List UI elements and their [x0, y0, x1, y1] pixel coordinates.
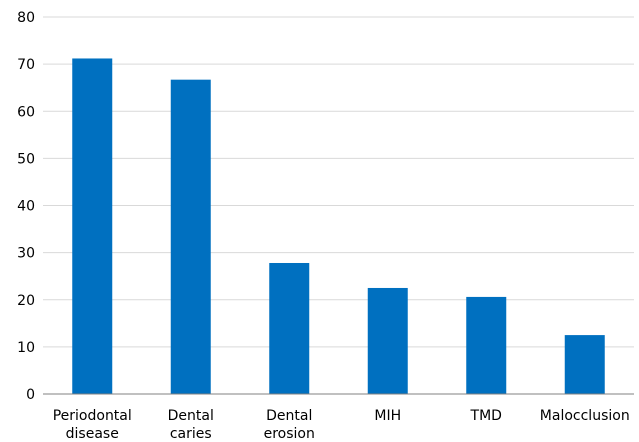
- x-tick-label: Malocclusion: [540, 408, 630, 424]
- x-tick-label: Dental: [266, 408, 312, 424]
- x-tick-label: disease: [66, 426, 119, 442]
- x-tick-label: Periodontal: [53, 408, 132, 424]
- bar: [72, 58, 113, 394]
- y-tick-label: 60: [17, 104, 35, 120]
- bar: [367, 287, 408, 394]
- x-tick-label: erosion: [264, 426, 315, 442]
- y-axis-ticks: 0 10 20 30 40 50 60 70 80: [17, 10, 35, 403]
- x-tick-label: Dental: [168, 408, 214, 424]
- y-tick-label: 40: [17, 199, 35, 215]
- y-tick-label: 20: [17, 293, 35, 309]
- x-tick-label: TMD: [470, 408, 502, 424]
- bars: [72, 58, 605, 395]
- y-tick-label: 30: [17, 246, 35, 262]
- y-tick-label: 0: [26, 387, 35, 403]
- x-tick-label: MIH: [374, 408, 401, 424]
- y-tick-label: 80: [17, 10, 35, 26]
- x-axis-ticks: Periodontal disease Dental caries Dental eros…: [53, 408, 630, 442]
- bar: [466, 296, 507, 394]
- gridlines: [43, 16, 634, 348]
- y-tick-label: 10: [17, 340, 35, 356]
- y-tick-label: 50: [17, 151, 35, 167]
- x-tick-label: caries: [170, 426, 212, 442]
- bar: [170, 79, 211, 395]
- y-tick-label: 70: [17, 57, 35, 73]
- bar: [564, 335, 605, 394]
- bar: [269, 262, 310, 394]
